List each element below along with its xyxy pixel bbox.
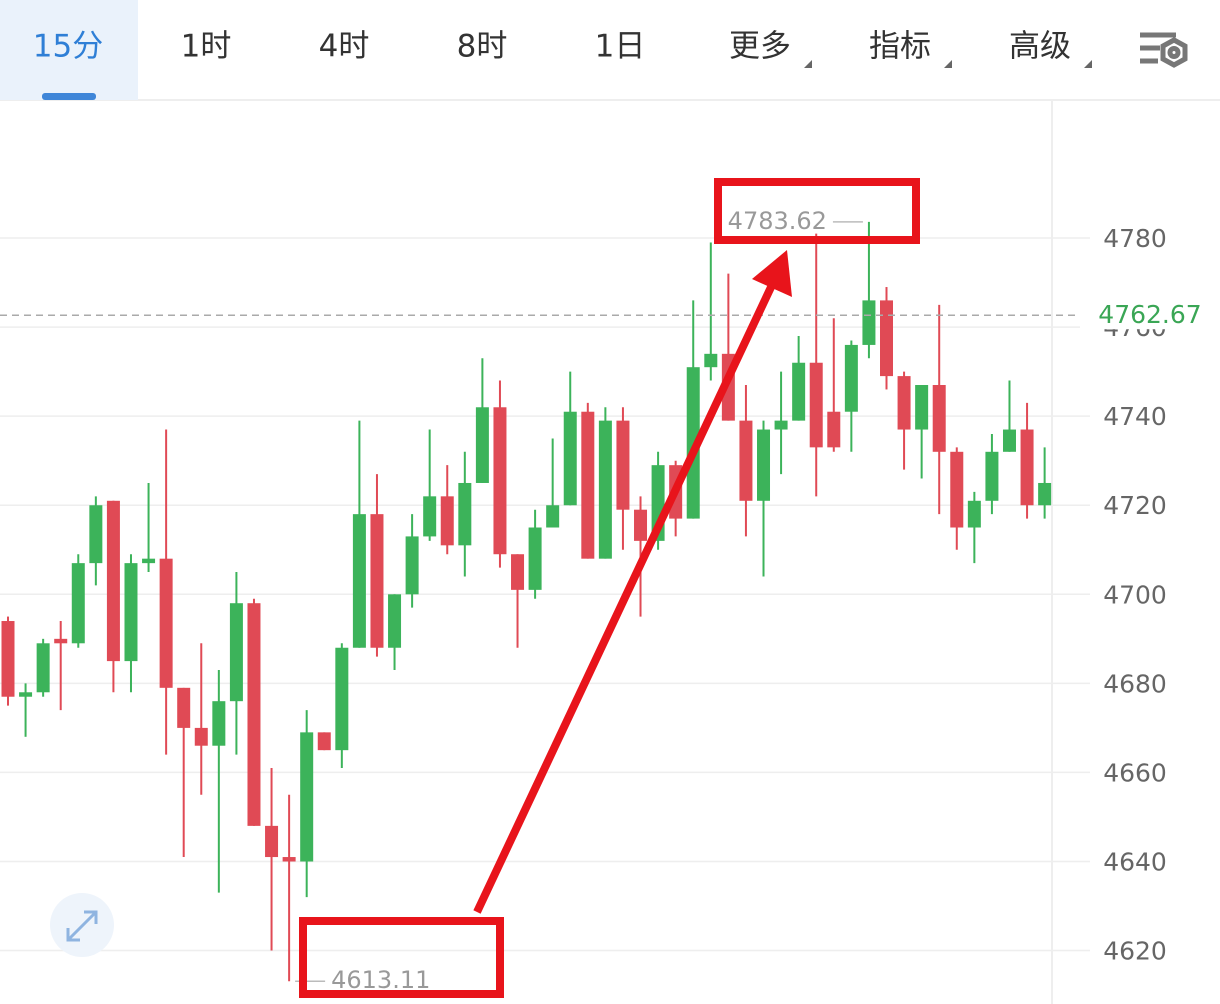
candle-body [405,536,419,595]
y-tick-label: 4720 [1103,491,1167,520]
candle-body [423,496,437,537]
grid: 462046404660468047004720474047604780 [0,224,1167,966]
candle-body [177,687,191,728]
candle-body [844,344,858,412]
candle-body [739,420,753,501]
active-tab-indicator [42,93,96,100]
candle-body [862,300,876,345]
candle-body [36,643,50,693]
candle-body [950,451,964,528]
candle-body [634,509,648,541]
dropdown-caret [944,60,952,68]
candle-body [142,558,156,564]
candle-body [757,429,771,501]
candle-body [229,603,243,702]
tab[interactable]: 1时 [181,29,232,65]
y-tick-label: 4740 [1103,402,1167,431]
candle-body [300,732,314,862]
candle-body [897,376,911,430]
tab[interactable]: 1日 [595,29,646,65]
candle-body [282,857,296,862]
candle-body [1,621,15,697]
tab[interactable]: 15分 [33,29,103,65]
tab[interactable]: 8时 [457,29,508,65]
candle-body [212,701,226,746]
candle-body [792,362,806,421]
candle-body [598,420,612,559]
candle-body [106,500,120,662]
candle-body [511,554,525,590]
candle-body [915,385,929,430]
y-tick-label: 4700 [1103,580,1167,609]
candle-body [528,527,542,590]
candle-body [124,563,138,662]
candle-body [809,362,823,448]
tab[interactable]: 高级 [1009,29,1071,65]
candle-body [985,451,999,501]
candle-body [159,558,173,688]
candle-body [1002,429,1016,452]
arrow-head [752,250,792,297]
plot: 4783.62 4613.11 4762.67 [0,207,1220,994]
candle-body [352,514,366,648]
candle-body [475,407,489,483]
tab[interactable]: 4时 [319,29,370,65]
candle-body [616,420,630,510]
y-tick-label: 4620 [1103,937,1167,966]
last-price-bg [1080,299,1220,330]
candle-body [493,407,507,555]
highlight [299,178,920,998]
dropdown-caret [1084,60,1092,68]
candle-body [440,496,454,546]
candle-body [1038,482,1052,506]
candle-body [89,505,103,564]
candle-body [827,411,841,448]
candle-body [317,732,331,751]
candle-body [335,647,349,751]
candle-body [774,420,788,430]
last-price-label: 4762.67 [1098,300,1201,329]
active-tab-bg [0,0,138,100]
candle-body [54,638,68,644]
candle-body [686,367,700,519]
candle-body [388,594,402,648]
candle-body [563,411,577,506]
expand-button[interactable] [50,893,114,957]
tab[interactable]: 更多 [729,29,791,65]
candle-body [546,505,560,528]
candle-body [880,300,893,377]
settings-icon[interactable] [1140,32,1188,68]
y-tick-label: 4660 [1103,758,1167,787]
candle-body [265,825,279,858]
candle-body [581,411,595,559]
y-tick-label: 4780 [1103,224,1167,253]
min-label: 4613.11 [331,966,430,994]
y-tick-label: 4640 [1103,847,1167,876]
candle-body [967,500,981,528]
candle-body [370,514,384,648]
dropdown-caret [804,60,812,68]
tab[interactable]: 指标 [869,29,931,65]
candle-body [458,482,472,546]
max-label: 4783.62 [728,207,827,235]
candle-body [704,353,718,368]
candle-body [247,603,261,826]
candle-body [19,692,33,697]
candle-body [932,385,946,452]
candle-body [1020,429,1034,506]
header [0,0,1220,100]
candle-body [194,727,208,746]
y-tick-label: 4680 [1103,669,1167,698]
candle-body [71,563,85,644]
